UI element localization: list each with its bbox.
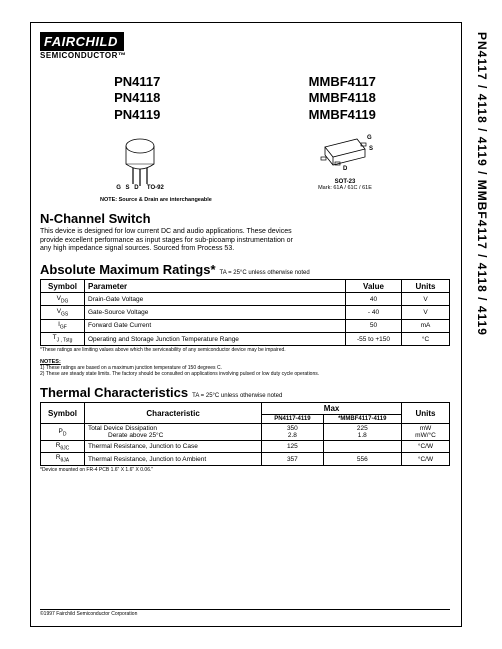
- to92-icon: [105, 134, 175, 189]
- svg-text:S: S: [369, 146, 373, 152]
- logo-brand: FAIRCHILD: [40, 32, 124, 51]
- pin-label: D: [134, 185, 138, 191]
- logo: FAIRCHILD SEMICONDUCTOR™: [40, 32, 450, 60]
- device-title: N-Channel Switch: [40, 211, 450, 226]
- col-symbol: Symbol: [41, 280, 85, 293]
- pin-label: S: [126, 185, 130, 191]
- table-row: VDG Drain-Gate Voltage 40 V: [41, 293, 450, 306]
- logo-sub: SEMICONDUCTOR™: [40, 51, 450, 60]
- note: 2) These are steady state limits. The fa…: [40, 371, 450, 377]
- pin-label: G: [116, 185, 121, 191]
- amr-title: Absolute Maximum Ratings*TA = 25°C unles…: [40, 262, 450, 277]
- part-header-row: PN4117 PN4118 PN4119 MMBF4117 MMBF4118 M…: [40, 74, 450, 123]
- col-parameter: Parameter: [85, 280, 346, 293]
- svg-text:D: D: [343, 166, 348, 172]
- col-characteristic: Characteristic: [85, 403, 262, 424]
- col-units: Units: [402, 403, 450, 424]
- table-row: RθJA Thermal Resistance, Junction to Amb…: [41, 453, 450, 465]
- tc-title: Thermal CharacteristicsTA = 25°C unless …: [40, 385, 450, 400]
- package-sot23: G S D SOT-23 Mark: 61A / 61C / 61E: [305, 129, 385, 191]
- table-header-row: Symbol Parameter Value Units: [41, 280, 450, 293]
- part: PN4117: [114, 74, 160, 90]
- part: PN4119: [114, 107, 160, 123]
- sot-note: NOTE: Source & Drain are interchangeable: [40, 197, 450, 203]
- col-symbol: Symbol: [41, 403, 85, 424]
- package-to92: G S D TO-92: [105, 134, 175, 191]
- col-value: Value: [346, 280, 402, 293]
- part-col-left: PN4117 PN4118 PN4119: [114, 74, 160, 123]
- tc-cond: TA = 25°C unless otherwise noted: [192, 393, 282, 399]
- table-row: RθJC Thermal Resistance, Junction to Cas…: [41, 441, 450, 453]
- device-description: This device is designed for low current …: [40, 228, 300, 254]
- part-col-right: MMBF4117 MMBF4118 MMBF4119: [309, 74, 376, 123]
- tc-footnote: *Device mounted on FR-4 PCB 1.6" X 1.6" …: [40, 467, 450, 473]
- package-mark: Mark: 61A / 61C / 61E: [305, 185, 385, 191]
- table-header-row: Symbol Characteristic Max Units: [41, 403, 450, 415]
- copyright: ©1997 Fairchild Semiconductor Corporatio…: [40, 609, 450, 617]
- part: MMBF4119: [309, 107, 376, 123]
- subcol-mmbf: *MMBF4117-4119: [323, 415, 401, 424]
- package-name: TO-92: [147, 185, 164, 191]
- col-max: Max: [262, 403, 402, 415]
- tc-table: Symbol Characteristic Max Units PN4117-4…: [40, 402, 450, 466]
- table-row: IGF Forward Gate Current 50 mA: [41, 319, 450, 332]
- sot23-icon: G S D: [305, 129, 385, 179]
- amr-cond: TA = 25°C unless otherwise noted: [220, 270, 310, 276]
- table-row: TJ , Tstg Operating and Storage Junction…: [41, 332, 450, 345]
- svg-text:G: G: [367, 135, 372, 141]
- amr-footnote: *These ratings are limiting values above…: [40, 347, 450, 353]
- package-row: G S D TO-92 G S D SOT-23 Mark: 61A / 61C…: [40, 129, 450, 191]
- part: PN4118: [114, 90, 160, 106]
- side-part-numbers: PN4117 / 4118 / 4119 / MMBF4117 / 4118 /…: [470, 28, 494, 621]
- subcol-pn: PN4117-4119: [262, 415, 323, 424]
- part: MMBF4118: [309, 90, 376, 106]
- table-row: VGS Gate-Source Voltage - 40 V: [41, 306, 450, 319]
- content-area: FAIRCHILD SEMICONDUCTOR™ PN4117 PN4118 P…: [40, 32, 450, 617]
- amr-table: Symbol Parameter Value Units VDG Drain-G…: [40, 279, 450, 346]
- col-units: Units: [402, 280, 450, 293]
- part: MMBF4117: [309, 74, 376, 90]
- table-row: PD Total Device DissipationDerate above …: [41, 424, 450, 441]
